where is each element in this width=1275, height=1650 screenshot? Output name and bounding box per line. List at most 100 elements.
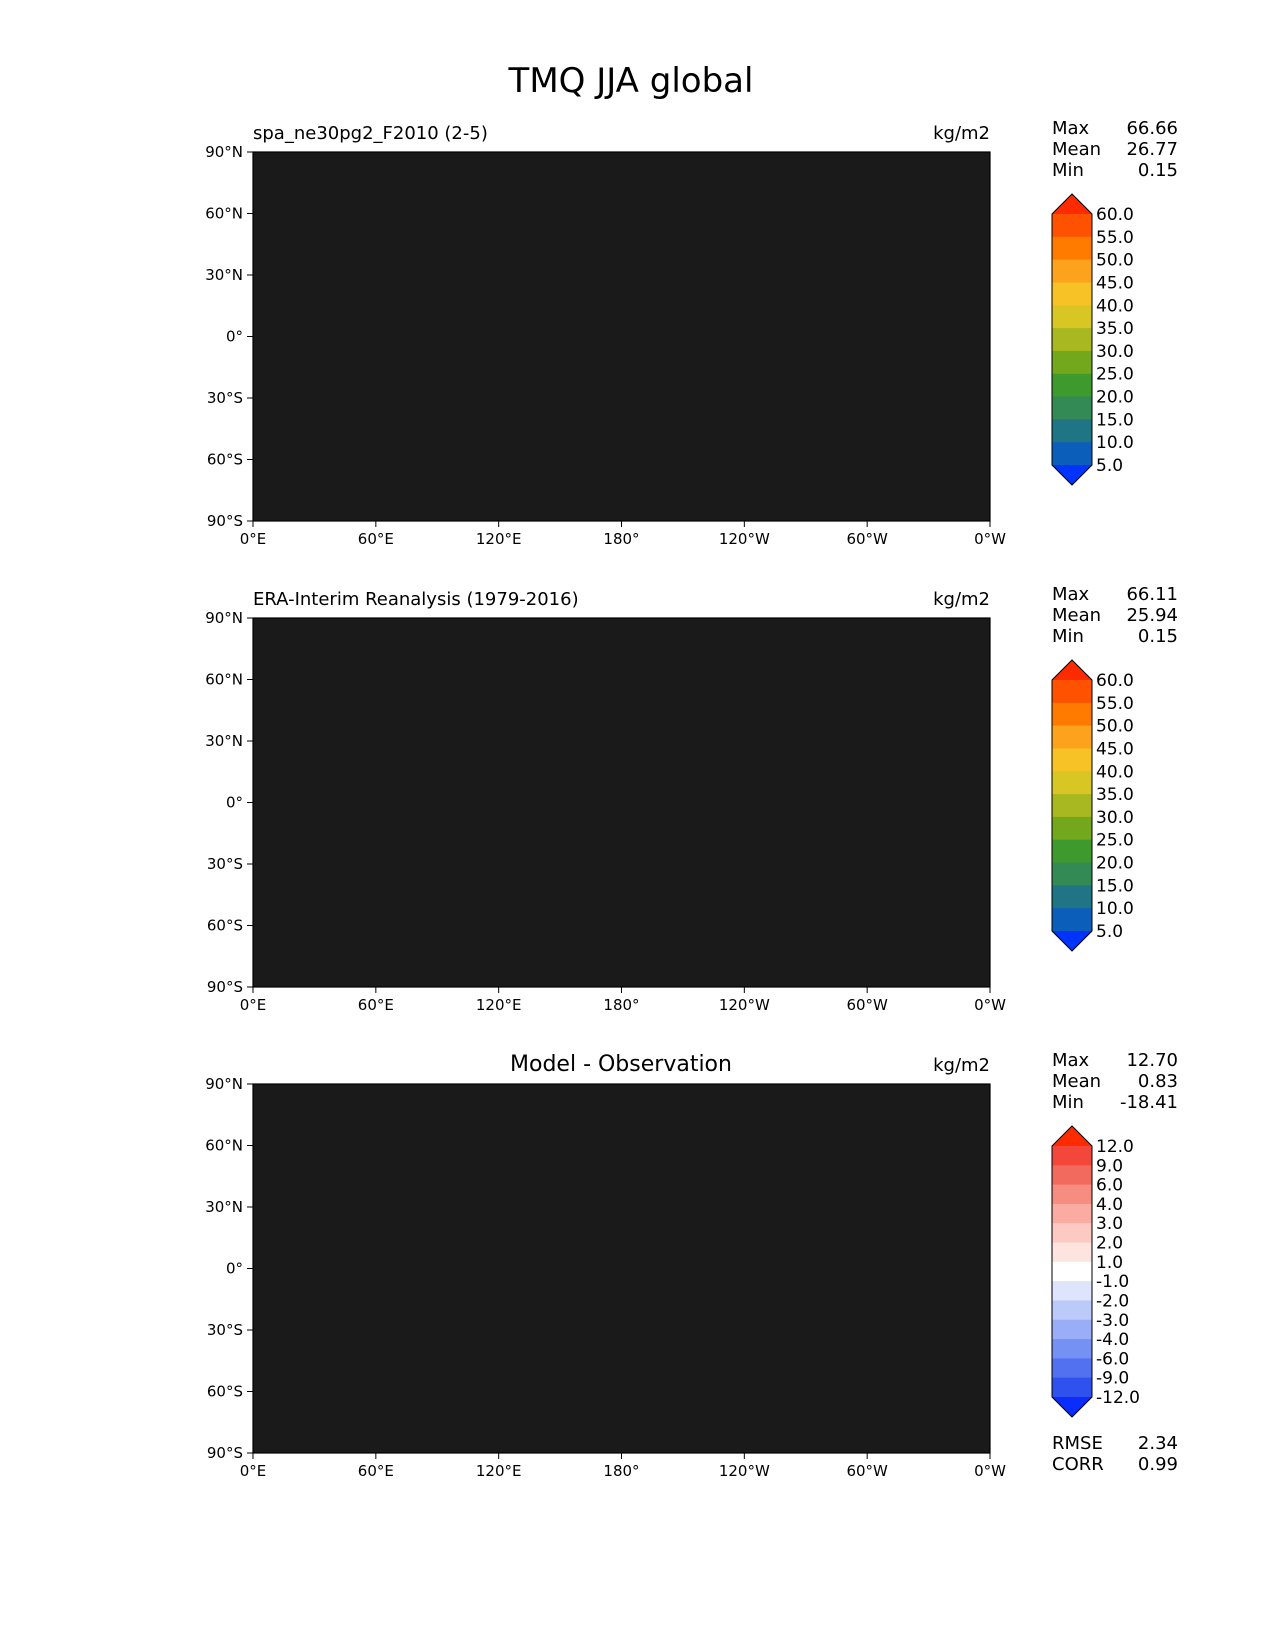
stat-label: Min: [1052, 1092, 1084, 1113]
colorbar-label: 5.0: [1096, 456, 1123, 476]
lon-tick-label: 60°E: [358, 996, 394, 1014]
colorbar-segment: [1052, 214, 1092, 238]
lon-tick-label: 120°W: [719, 530, 770, 548]
colorbar-label: 60.0: [1096, 205, 1134, 225]
lat-tick-label: 30°N: [205, 732, 243, 750]
colorbar-label: 40.0: [1096, 296, 1134, 316]
stat-label: Min: [1052, 160, 1084, 181]
colorbar-label: 50.0: [1096, 717, 1134, 737]
colorbar-segment: [1052, 1358, 1092, 1379]
stat-value: 0.83: [1138, 1071, 1178, 1092]
colorbar-label: 1.0: [1096, 1253, 1123, 1273]
stat-label: Mean: [1052, 1071, 1101, 1092]
lon-tick-label: 60°W: [846, 530, 888, 548]
lat-tick-label: 0°: [226, 1260, 243, 1278]
colorbar-extend-max: [1052, 194, 1092, 214]
colorbar-segment: [1052, 702, 1092, 727]
colorbar-segment: [1052, 1223, 1092, 1244]
stat-label: Max: [1052, 118, 1090, 139]
colorbar-segment: [1052, 328, 1092, 352]
lon-tick-label: 180°: [603, 1462, 639, 1480]
colorbar-label: -3.0: [1096, 1311, 1129, 1331]
colorbar-segment: [1052, 839, 1092, 864]
colorbar-label: 55.0: [1096, 694, 1134, 714]
colorbar-label: 35.0: [1096, 319, 1134, 339]
colorbar-extend-min: [1052, 465, 1092, 485]
colorbar-segment: [1052, 908, 1092, 932]
panel-left-title: ERA-Interim Reanalysis (1979-2016): [253, 589, 579, 610]
colorbar-segment: [1052, 748, 1092, 772]
colorbar-label: 9.0: [1096, 1156, 1123, 1176]
colorbar-segment: [1052, 1339, 1092, 1359]
colorbar-label: 45.0: [1096, 739, 1134, 759]
colorbar-extend-max: [1052, 1126, 1092, 1146]
colorbar-label: -9.0: [1096, 1369, 1129, 1389]
colorbar-extend-min: [1052, 1397, 1092, 1417]
colorbar-label: 30.0: [1096, 808, 1134, 828]
colorbar-segment: [1052, 794, 1092, 818]
stat-value: 0.15: [1138, 626, 1178, 647]
stat-label: Max: [1052, 584, 1090, 605]
stat-value: 25.94: [1126, 605, 1178, 626]
lat-tick-label: 30°N: [205, 1198, 243, 1216]
lon-tick-label: 120°E: [476, 996, 522, 1014]
lat-tick-label: 90°S: [207, 1444, 243, 1462]
colorbar-label: -6.0: [1096, 1349, 1129, 1369]
lat-axis: 90°N 60°N 30°N 0° 30°S 60°S 90°S: [205, 609, 253, 996]
colorbar-segment: [1052, 1319, 1092, 1340]
coastlines: [253, 1106, 990, 1420]
panel-units: kg/m2: [933, 123, 990, 144]
colorbar-label: 30.0: [1096, 342, 1134, 362]
panel-units: kg/m2: [933, 1055, 990, 1076]
colorbar-segment: [1052, 259, 1092, 283]
colorbar-label: 50.0: [1096, 251, 1134, 271]
lat-tick-label: 90°N: [205, 143, 243, 161]
lat-tick-label: 0°: [226, 794, 243, 812]
stats-box: Max 66.66 Mean 26.77 Min 0.15: [1052, 118, 1178, 181]
colorbar-label: -4.0: [1096, 1330, 1129, 1350]
lon-tick-label: 60°E: [358, 1462, 394, 1480]
colorbar-segment: [1052, 373, 1092, 398]
coastlines: [253, 174, 990, 488]
lat-tick-label: 60°N: [205, 671, 243, 689]
lat-axis: 90°N 60°N 30°N 0° 30°S 60°S 90°S: [205, 143, 253, 530]
lon-tick-label: 120°W: [719, 996, 770, 1014]
lat-axis: 90°N 60°N 30°N 0° 30°S 60°S 90°S: [205, 1075, 253, 1462]
colorbar-label: 15.0: [1096, 410, 1134, 430]
lon-tick-label: 180°: [603, 530, 639, 548]
colorbar-segment: [1052, 396, 1092, 420]
colorbar-label: -1.0: [1096, 1272, 1129, 1292]
colorbar-label: 40.0: [1096, 762, 1134, 782]
colorbar-outline: [1051, 1125, 1093, 1418]
lat-tick-label: 0°: [226, 328, 243, 346]
figure-title: TMQ JJA global: [508, 61, 754, 101]
lon-tick-label: 180°: [603, 996, 639, 1014]
lon-tick-label: 0°W: [974, 530, 1006, 548]
colorbar-segment: [1052, 680, 1092, 704]
stat-label: RMSE: [1052, 1433, 1103, 1454]
colorbar-segment: [1052, 1146, 1092, 1166]
map-area: [253, 1084, 990, 1453]
lat-tick-label: 90°N: [205, 609, 243, 627]
lon-tick-label: 60°E: [358, 530, 394, 548]
colorbar-segment: [1052, 1242, 1092, 1263]
lon-tick-label: 0°E: [240, 1462, 267, 1480]
panel-left-title: spa_ne30pg2_F2010 (2-5): [253, 123, 488, 144]
colorbar-segment: [1052, 236, 1092, 261]
colorbar-segment: [1052, 282, 1092, 306]
colorbar-label: 5.0: [1096, 922, 1123, 942]
stat-label: Mean: [1052, 605, 1101, 626]
lat-tick-label: 30°S: [207, 1321, 243, 1339]
lat-tick-label: 90°S: [207, 978, 243, 996]
error-stats: RMSE 2.34 CORR 0.99: [1052, 1433, 1178, 1475]
colorbar-label: 20.0: [1096, 854, 1134, 874]
colorbar-segment: [1052, 1300, 1092, 1321]
lat-tick-label: 60°S: [207, 451, 243, 469]
colorbar-segment: [1052, 442, 1092, 466]
lat-tick-label: 60°S: [207, 917, 243, 935]
colorbar-segment: [1052, 1281, 1092, 1301]
colorbar-label: 25.0: [1096, 831, 1134, 851]
stats-box: Max 66.11 Mean 25.94 Min 0.15: [1052, 584, 1178, 647]
stat-value: 12.70: [1126, 1050, 1178, 1071]
colorbar-segment: [1052, 862, 1092, 886]
